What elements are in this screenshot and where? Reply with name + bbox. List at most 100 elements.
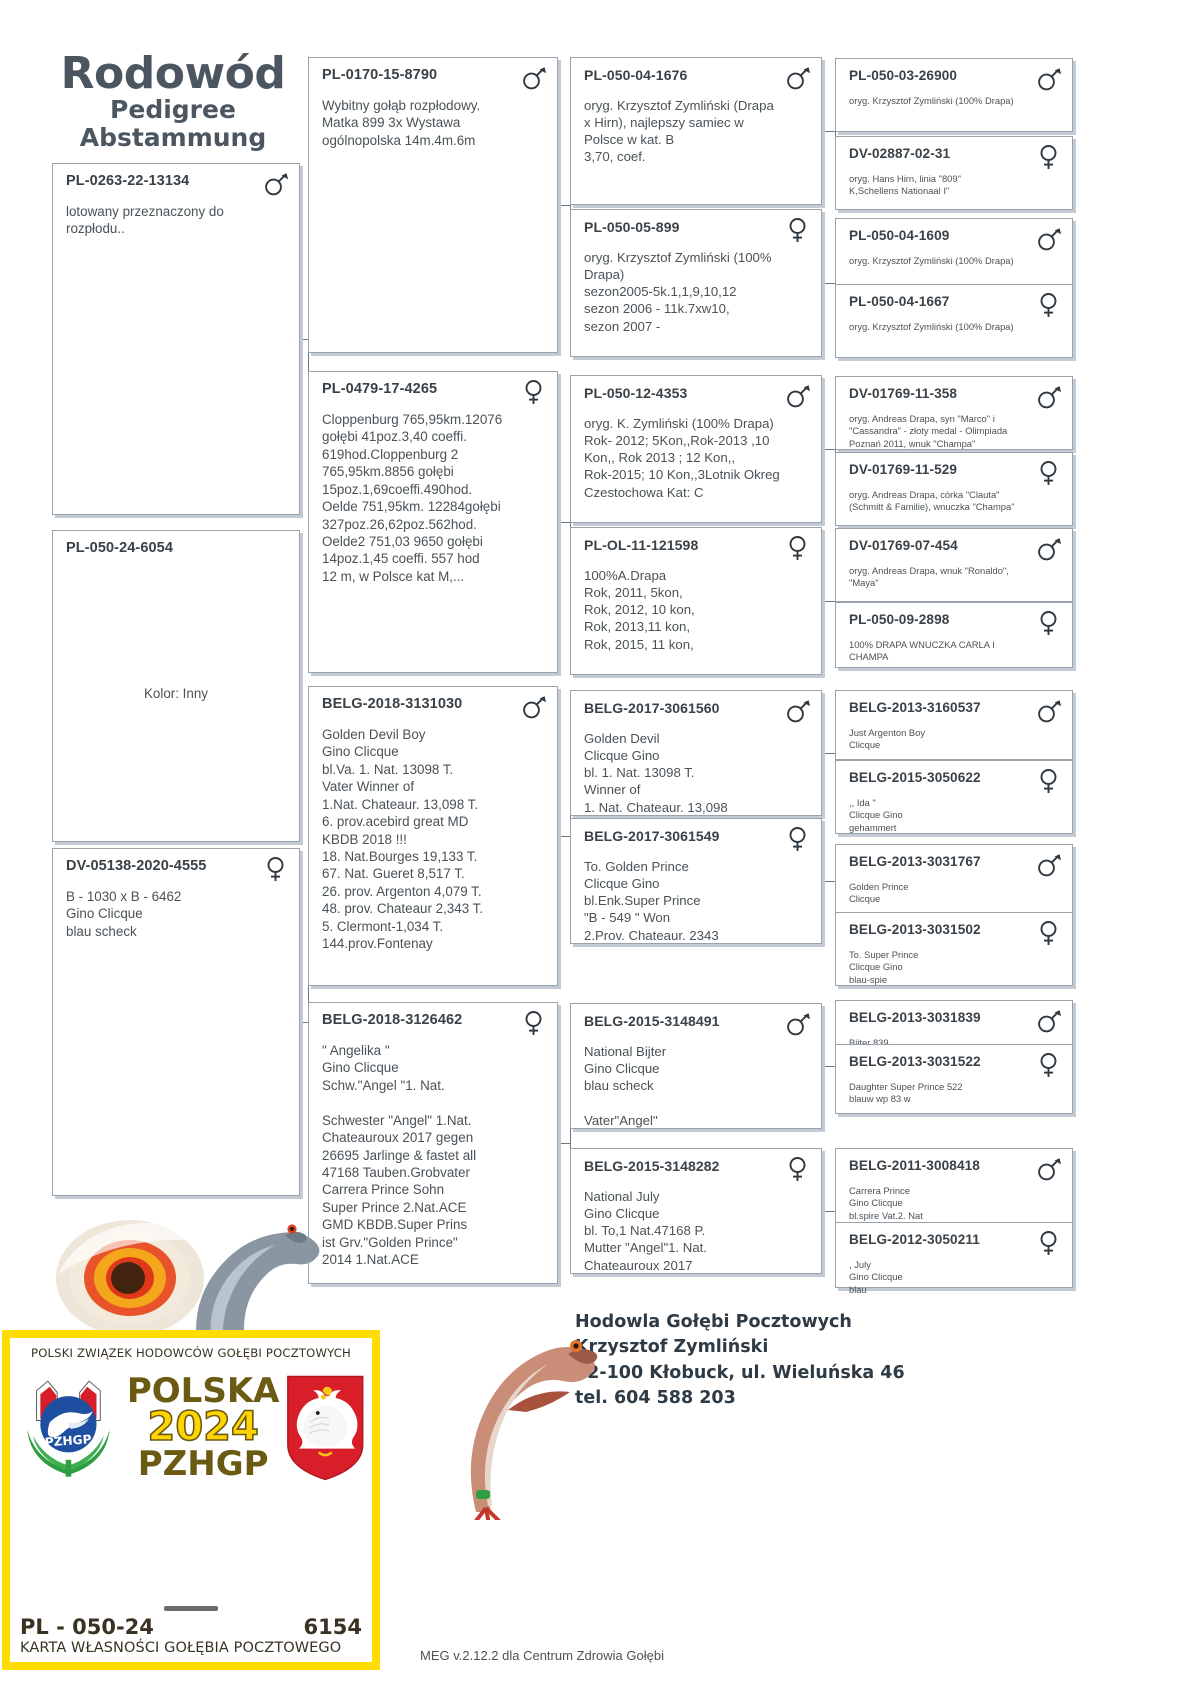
pedigree-card-gen1-1-ring-number: PL-050-24-6054: [66, 540, 173, 556]
pedigree-card-gen4-12-header: BELG-2013-3031839: [836, 1001, 1072, 1034]
pedigree-card-gen3-4-ring-number: BELG-2017-3061560: [584, 700, 720, 716]
pedigree-card-gen3-0-header: PL-050-04-1676: [571, 58, 821, 91]
pedigree-card-gen4-2[interactable]: PL-050-04-1609 oryg. Krzysztof Zymliński …: [835, 218, 1073, 292]
pedigree-card-gen2-1-ring-number: PL-0479-17-4265: [322, 381, 438, 397]
pzhgp-card-title: KARTA WŁASNOŚCI GOŁĘBIA POCZTOWEGO: [20, 1640, 342, 1656]
male-symbol-icon: [1036, 698, 1062, 724]
pedigree-card-gen4-5[interactable]: DV-01769-11-529 oryg. Andreas Drapa, córk…: [835, 452, 1073, 526]
pedigree-card-gen3-7-ring-number: BELG-2015-3148282: [584, 1158, 720, 1174]
pedigree-card-gen4-1-details: oryg. Hans Hirn, linia "809" K,Schellens…: [849, 173, 961, 197]
male-symbol-icon: [1036, 852, 1062, 878]
pedigree-card-gen4-7[interactable]: PL-050-09-2898 100% DRAPA WNUCZKA CARLA I…: [835, 602, 1073, 668]
pedigree-card-gen1-0-details: lotowany przeznaczony do rozpłodu..: [66, 204, 224, 237]
pedigree-card-gen4-8-header: BELG-2013-3160537: [836, 691, 1072, 724]
pedigree-card-gen3-3-ring-number: PL-OL-11-121598: [584, 537, 699, 553]
pedigree-card-gen3-2-details: oryg. K. Zymliński (100% Drapa) Rok- 201…: [584, 416, 780, 500]
pedigree-card-gen4-6-details: oryg. Andreas Drapa, wnuk "Ronaldo", "Ma…: [849, 565, 1009, 589]
svg-text:PZHGP: PZHGP: [44, 1432, 92, 1449]
pedigree-card-gen3-5-header: BELG-2017-3061549: [571, 819, 821, 852]
no-sex-symbol: [263, 538, 289, 564]
pedigree-card-gen1-2[interactable]: DV-05138-2020-4555 B - 1030 x B - 6462 Gi…: [52, 848, 300, 1196]
male-symbol-icon: [521, 65, 547, 91]
pedigree-card-gen4-6[interactable]: DV-01769-07-454 oryg. Andreas Drapa, wnuk…: [835, 528, 1073, 602]
pzhgp-card-footer: PL - 050-24 6154 KARTA WŁASNOŚCI GOŁĘBIA…: [20, 1606, 362, 1656]
pedigree-card-gen1-1[interactable]: PL-050-24-6054 Kolor: Inny: [52, 530, 300, 842]
pigeon-eye-photo-left: [56, 1220, 222, 1336]
polish-coat-of-arms-icon: [287, 1375, 364, 1481]
pedigree-card-gen2-0-header: PL-0170-15-8790: [309, 58, 557, 91]
male-symbol-icon: [521, 694, 547, 720]
male-symbol-icon: [263, 171, 289, 197]
male-symbol-icon: [1036, 66, 1062, 92]
pedigree-card-gen2-1-details: Cloppenburg 765,95km.12076 gołębi 41poz.…: [322, 412, 503, 584]
pedigree-card-gen3-1[interactable]: PL-050-05-899 oryg. Krzysztof Zymliński (…: [570, 209, 822, 357]
female-symbol-icon: [785, 217, 811, 243]
pedigree-card-gen4-9-ring-number: BELG-2015-3050622: [849, 770, 981, 785]
pedigree-card-gen4-9[interactable]: BELG-2015-3050622 ,, Ida " Clicque Gino g…: [835, 760, 1073, 834]
female-symbol-icon: [1036, 610, 1062, 636]
pedigree-card-gen2-1[interactable]: PL-0479-17-4265 Cloppenburg 765,95km.1207…: [308, 371, 558, 673]
pedigree-card-gen1-2-details: B - 1030 x B - 6462 Gino Clicque blau sc…: [66, 889, 182, 939]
pedigree-card-gen4-11[interactable]: BELG-2013-3031502 To. Super Prince Clicqu…: [835, 912, 1073, 986]
pedigree-card-gen4-0-details: oryg. Krzysztof Zymliński (100% Drapa): [849, 95, 1014, 106]
pedigree-title-block: Rodowód Pedigree Abstammung: [48, 52, 298, 152]
pedigree-card-gen4-2-details: oryg. Krzysztof Zymliński (100% Drapa): [849, 255, 1014, 266]
pzhgp-association-name: POLSKI ZWIĄZEK HODOWCÓW GOŁĘBI POCZTOWYC…: [31, 1346, 351, 1360]
pedigree-card-gen4-1[interactable]: DV-02887-02-31 oryg. Hans Hirn, linia "80…: [835, 136, 1073, 210]
pedigree-card-gen4-0[interactable]: PL-050-03-26900 oryg. Krzysztof Zymliński…: [835, 58, 1073, 132]
pedigree-card-gen4-11-header: BELG-2013-3031502: [836, 913, 1072, 946]
pedigree-card-gen4-6-ring-number: DV-01769-07-454: [849, 538, 958, 553]
pzhgp-ownership-card: POLSKI ZWIĄZEK HODOWCÓW GOŁĘBI POCZTOWYC…: [2, 1330, 380, 1670]
pedigree-card-gen1-2-ring-number: DV-05138-2020-4555: [66, 858, 207, 874]
pedigree-card-gen2-2-details: Golden Devil Boy Gino Clicque bl.Va. 1. …: [322, 727, 484, 952]
pedigree-card-gen2-2[interactable]: BELG-2018-3131030 Golden Devil Boy Gino C…: [308, 686, 558, 986]
pedigree-card-gen2-3-header: BELG-2018-3126462: [309, 1003, 557, 1036]
male-symbol-icon: [1036, 384, 1062, 410]
pedigree-card-gen3-2[interactable]: PL-050-12-4353 oryg. K. Zymliński (100% D…: [570, 375, 822, 523]
pedigree-card-gen1-0[interactable]: PL-0263-22-13134 lotowany przeznaczony do…: [52, 163, 300, 515]
pedigree-card-gen4-8[interactable]: BELG-2013-3160537 Just Argenton Boy Clicq…: [835, 690, 1073, 760]
pedigree-card-gen2-3-details: " Angelika " Gino Clicque Schw."Angel "1…: [322, 1043, 477, 1268]
pedigree-card-gen4-14[interactable]: BELG-2011-3008418 Carrera Prince Gino Cli…: [835, 1148, 1073, 1224]
polska-pzhgp: PZHGP: [137, 1443, 269, 1484]
pedigree-card-gen2-1-header: PL-0479-17-4265: [309, 372, 557, 405]
pedigree-card-gen4-7-header: PL-050-09-2898: [836, 603, 1072, 636]
card-divider: [164, 1606, 218, 1611]
pigeon-photo-red-checker: [470, 1340, 598, 1520]
pedigree-card-gen4-15[interactable]: BELG-2012-3050211 , July Gino Clicque bla…: [835, 1222, 1073, 1295]
pedigree-card-gen3-0[interactable]: PL-050-04-1676 oryg. Krzysztof Zymliński …: [570, 57, 822, 205]
female-symbol-icon: [785, 535, 811, 561]
pedigree-card-gen3-6-header: BELG-2015-3148491: [571, 1004, 821, 1037]
pedigree-card-gen3-7[interactable]: BELG-2015-3148282 National July Gino Clic…: [570, 1148, 822, 1274]
pedigree-card-gen2-3[interactable]: BELG-2018-3126462 " Angelika " Gino Clicq…: [308, 1002, 558, 1284]
pedigree-card-gen2-0[interactable]: PL-0170-15-8790 Wybitny gołąb rozpłodowy.…: [308, 57, 558, 353]
pedigree-card-gen3-4[interactable]: BELG-2017-3061560 Golden Devil Clicque Gi…: [570, 690, 822, 816]
pedigree-card-gen3-6[interactable]: BELG-2015-3148491 National Bijter Gino Cl…: [570, 1003, 822, 1129]
female-symbol-icon: [785, 826, 811, 852]
pzhgp-emblem-icon: PZHGP: [27, 1380, 110, 1477]
pzhgp-card-inner: POLSKI ZWIĄZEK HODOWCÓW GOŁĘBI POCZTOWYC…: [10, 1338, 372, 1662]
pzhgp-card-number: 6154: [303, 1615, 362, 1639]
pzhgp-ring-prefix: PL - 050-24: [20, 1615, 154, 1639]
pedigree-card-gen2-0-details: Wybitny gołąb rozpłodowy. Matka 899 3x W…: [322, 98, 481, 148]
pedigree-card-gen4-4[interactable]: DV-01769-11-358 oryg. Andreas Drapa, syn …: [835, 376, 1073, 450]
pedigree-card-gen3-6-ring-number: BELG-2015-3148491: [584, 1013, 720, 1029]
male-symbol-icon: [785, 65, 811, 91]
pedigree-card-gen4-3[interactable]: PL-050-04-1667 oryg. Krzysztof Zymliński …: [835, 284, 1073, 358]
pedigree-card-gen3-0-details: oryg. Krzysztof Zymliński (Drapa x Hirn)…: [584, 98, 774, 165]
pedigree-card-gen3-3[interactable]: PL-OL-11-121598 100%A.Drapa Rok, 2011, 5k…: [570, 527, 822, 675]
pedigree-card-gen3-5[interactable]: BELG-2017-3061549 To. Golden Prince Clicq…: [570, 818, 822, 944]
pedigree-card-gen3-1-header: PL-050-05-899: [571, 210, 821, 243]
female-symbol-icon: [521, 1010, 547, 1036]
contact-line-name: Krzysztof Zymliński: [575, 1337, 769, 1358]
pedigree-card-gen3-1-ring-number: PL-050-05-899: [584, 219, 680, 235]
pedigree-card-gen4-7-details: 100% DRAPA WNUCZKA CARLA I CHAMPA: [849, 639, 995, 663]
pedigree-card-gen4-11-ring-number: BELG-2013-3031502: [849, 922, 981, 937]
pedigree-card-gen4-4-header: DV-01769-11-358: [836, 377, 1072, 410]
pedigree-card-gen1-1-details: [53, 564, 299, 574]
pedigree-card-gen4-13[interactable]: BELG-2013-3031522 Daughter Super Prince 5…: [835, 1044, 1073, 1114]
male-symbol-icon: [1036, 226, 1062, 252]
pedigree-card-gen4-10[interactable]: BELG-2013-3031767 Golden Prince Clicque: [835, 844, 1073, 914]
page-title: Rodowód: [60, 48, 286, 99]
polska-year: 2024: [147, 1404, 260, 1451]
